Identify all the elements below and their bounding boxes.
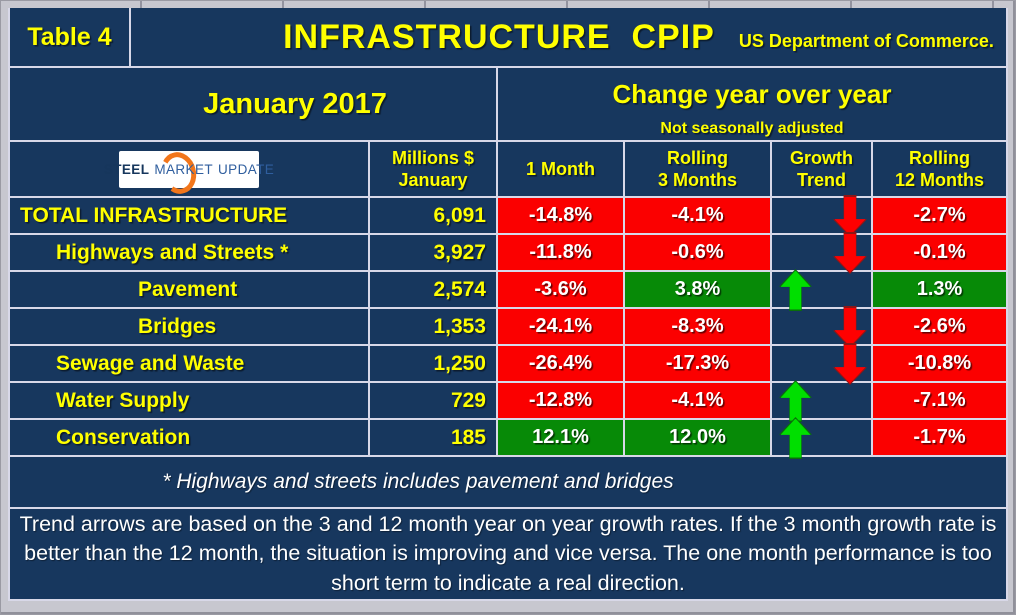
- column-header-row: STEEL MARKET UPDATE Millions $ January 1…: [10, 142, 1006, 198]
- column-header-1-month: 1 Month: [498, 142, 623, 196]
- growth-trend-cell: [772, 346, 871, 381]
- rolling-12-months-value: 1.3%: [873, 272, 1006, 307]
- rolling-3-months-value: -4.1%: [625, 198, 770, 233]
- column-header-line: Trend: [796, 170, 846, 190]
- logo-text-market: MARKET: [154, 161, 214, 177]
- millions-value: 185: [370, 420, 496, 455]
- millions-value: 1,250: [370, 346, 496, 381]
- data-grid: TOTAL INFRASTRUCTURE 6,091 -14.8% -4.1% …: [10, 198, 1006, 455]
- column-header-line: 12 Months: [894, 170, 984, 190]
- table-number-label: Table 4: [10, 8, 129, 66]
- growth-trend-cell: [772, 198, 871, 233]
- page-title: INFRASTRUCTURE CPIP: [283, 17, 715, 56]
- row-label: Highways and Streets *: [10, 235, 368, 270]
- rolling-12-months-value: -2.6%: [873, 309, 1006, 344]
- rolling-12-months-value: -2.7%: [873, 198, 1006, 233]
- trend-arrow-icon: [779, 380, 812, 422]
- rolling-12-months-value: -1.7%: [873, 420, 1006, 455]
- logo-text-steel: STEEL: [103, 161, 150, 177]
- period-row: January 2017 Change year over year Not s…: [10, 68, 1006, 140]
- logo-cell: STEEL MARKET UPDATE: [10, 142, 368, 198]
- one-month-value: -24.1%: [498, 309, 623, 344]
- trend-arrow-icon: [833, 195, 867, 237]
- rolling-3-months-value: 3.8%: [625, 272, 770, 307]
- agency-subtitle: US Department of Commerce.: [738, 31, 994, 51]
- row-label: Bridges: [10, 309, 368, 344]
- one-month-value: -26.4%: [498, 346, 623, 381]
- rolling-3-months-value: -17.3%: [625, 346, 770, 381]
- millions-value: 2,574: [370, 272, 496, 307]
- trend-arrow-icon: [833, 343, 867, 385]
- growth-trend-cell: [772, 309, 871, 344]
- period-label: January 2017: [10, 68, 496, 140]
- row-label: Conservation: [10, 420, 368, 455]
- row-label: TOTAL INFRASTRUCTURE: [10, 198, 368, 233]
- one-month-value: -11.8%: [498, 235, 623, 270]
- title-row: Table 4 INFRASTRUCTURE CPIP US Departmen…: [10, 8, 1006, 66]
- column-header-growth-trend: Growth Trend: [772, 142, 871, 196]
- trend-arrows-description: Trend arrows are based on the 3 and 12 m…: [10, 509, 1006, 599]
- millions-value: 729: [370, 383, 496, 418]
- column-header-line: 3 Months: [658, 170, 737, 190]
- row-label: Sewage and Waste: [10, 346, 368, 381]
- growth-trend-cell: [772, 420, 871, 455]
- trend-arrow-icon: [779, 269, 812, 311]
- millions-value: 6,091: [370, 198, 496, 233]
- rolling-3-months-value: -4.1%: [625, 383, 770, 418]
- rolling-12-months-value: -0.1%: [873, 235, 1006, 270]
- rolling-12-months-value: -7.1%: [873, 383, 1006, 418]
- logo-text-update: UPDATE: [218, 161, 275, 177]
- column-header-line: Millions $: [391, 147, 474, 168]
- change-heading: Change year over year: [612, 79, 892, 109]
- one-month-value: -3.6%: [498, 272, 623, 307]
- column-header-line: Rolling: [909, 147, 970, 168]
- growth-trend-cell: [772, 272, 871, 307]
- trend-arrow-icon: [833, 232, 867, 274]
- millions-value: 3,927: [370, 235, 496, 270]
- column-header-line: Rolling: [667, 147, 728, 168]
- column-header-line: January: [398, 170, 468, 190]
- millions-value: 1,353: [370, 309, 496, 344]
- column-header-line: Growth: [790, 147, 853, 168]
- column-header-line: 1 Month: [526, 158, 595, 179]
- row-label: Water Supply: [10, 383, 368, 418]
- row-label: Pavement: [10, 272, 368, 307]
- growth-trend-cell: [772, 383, 871, 418]
- column-header-millions: Millions $ January: [370, 142, 496, 196]
- window-top-strip: [0, 0, 1016, 8]
- column-header-rolling-3-months: Rolling 3 Months: [625, 142, 770, 196]
- steel-market-update-logo: STEEL MARKET UPDATE: [104, 147, 274, 198]
- infrastructure-cpip-table: Table 4 INFRASTRUCTURE CPIP US Departmen…: [8, 8, 1008, 601]
- footnote: * Highways and streets includes pavement…: [10, 457, 1006, 507]
- title-cell: INFRASTRUCTURE CPIP US Department of Com…: [131, 8, 1006, 66]
- growth-trend-cell: [772, 235, 871, 270]
- rolling-3-months-value: 12.0%: [625, 420, 770, 455]
- trend-arrow-icon: [833, 306, 867, 348]
- rolling-3-months-value: -0.6%: [625, 235, 770, 270]
- one-month-value: 12.1%: [498, 420, 623, 455]
- change-header-cell: Change year over year Not seasonally adj…: [498, 68, 1006, 140]
- rolling-12-months-value: -10.8%: [873, 346, 1006, 381]
- seasonal-note: Not seasonally adjusted: [660, 120, 844, 137]
- one-month-value: -12.8%: [498, 383, 623, 418]
- one-month-value: -14.8%: [498, 198, 623, 233]
- column-header-rolling-12-months: Rolling 12 Months: [873, 142, 1006, 196]
- trend-arrow-icon: [779, 417, 812, 459]
- rolling-3-months-value: -8.3%: [625, 309, 770, 344]
